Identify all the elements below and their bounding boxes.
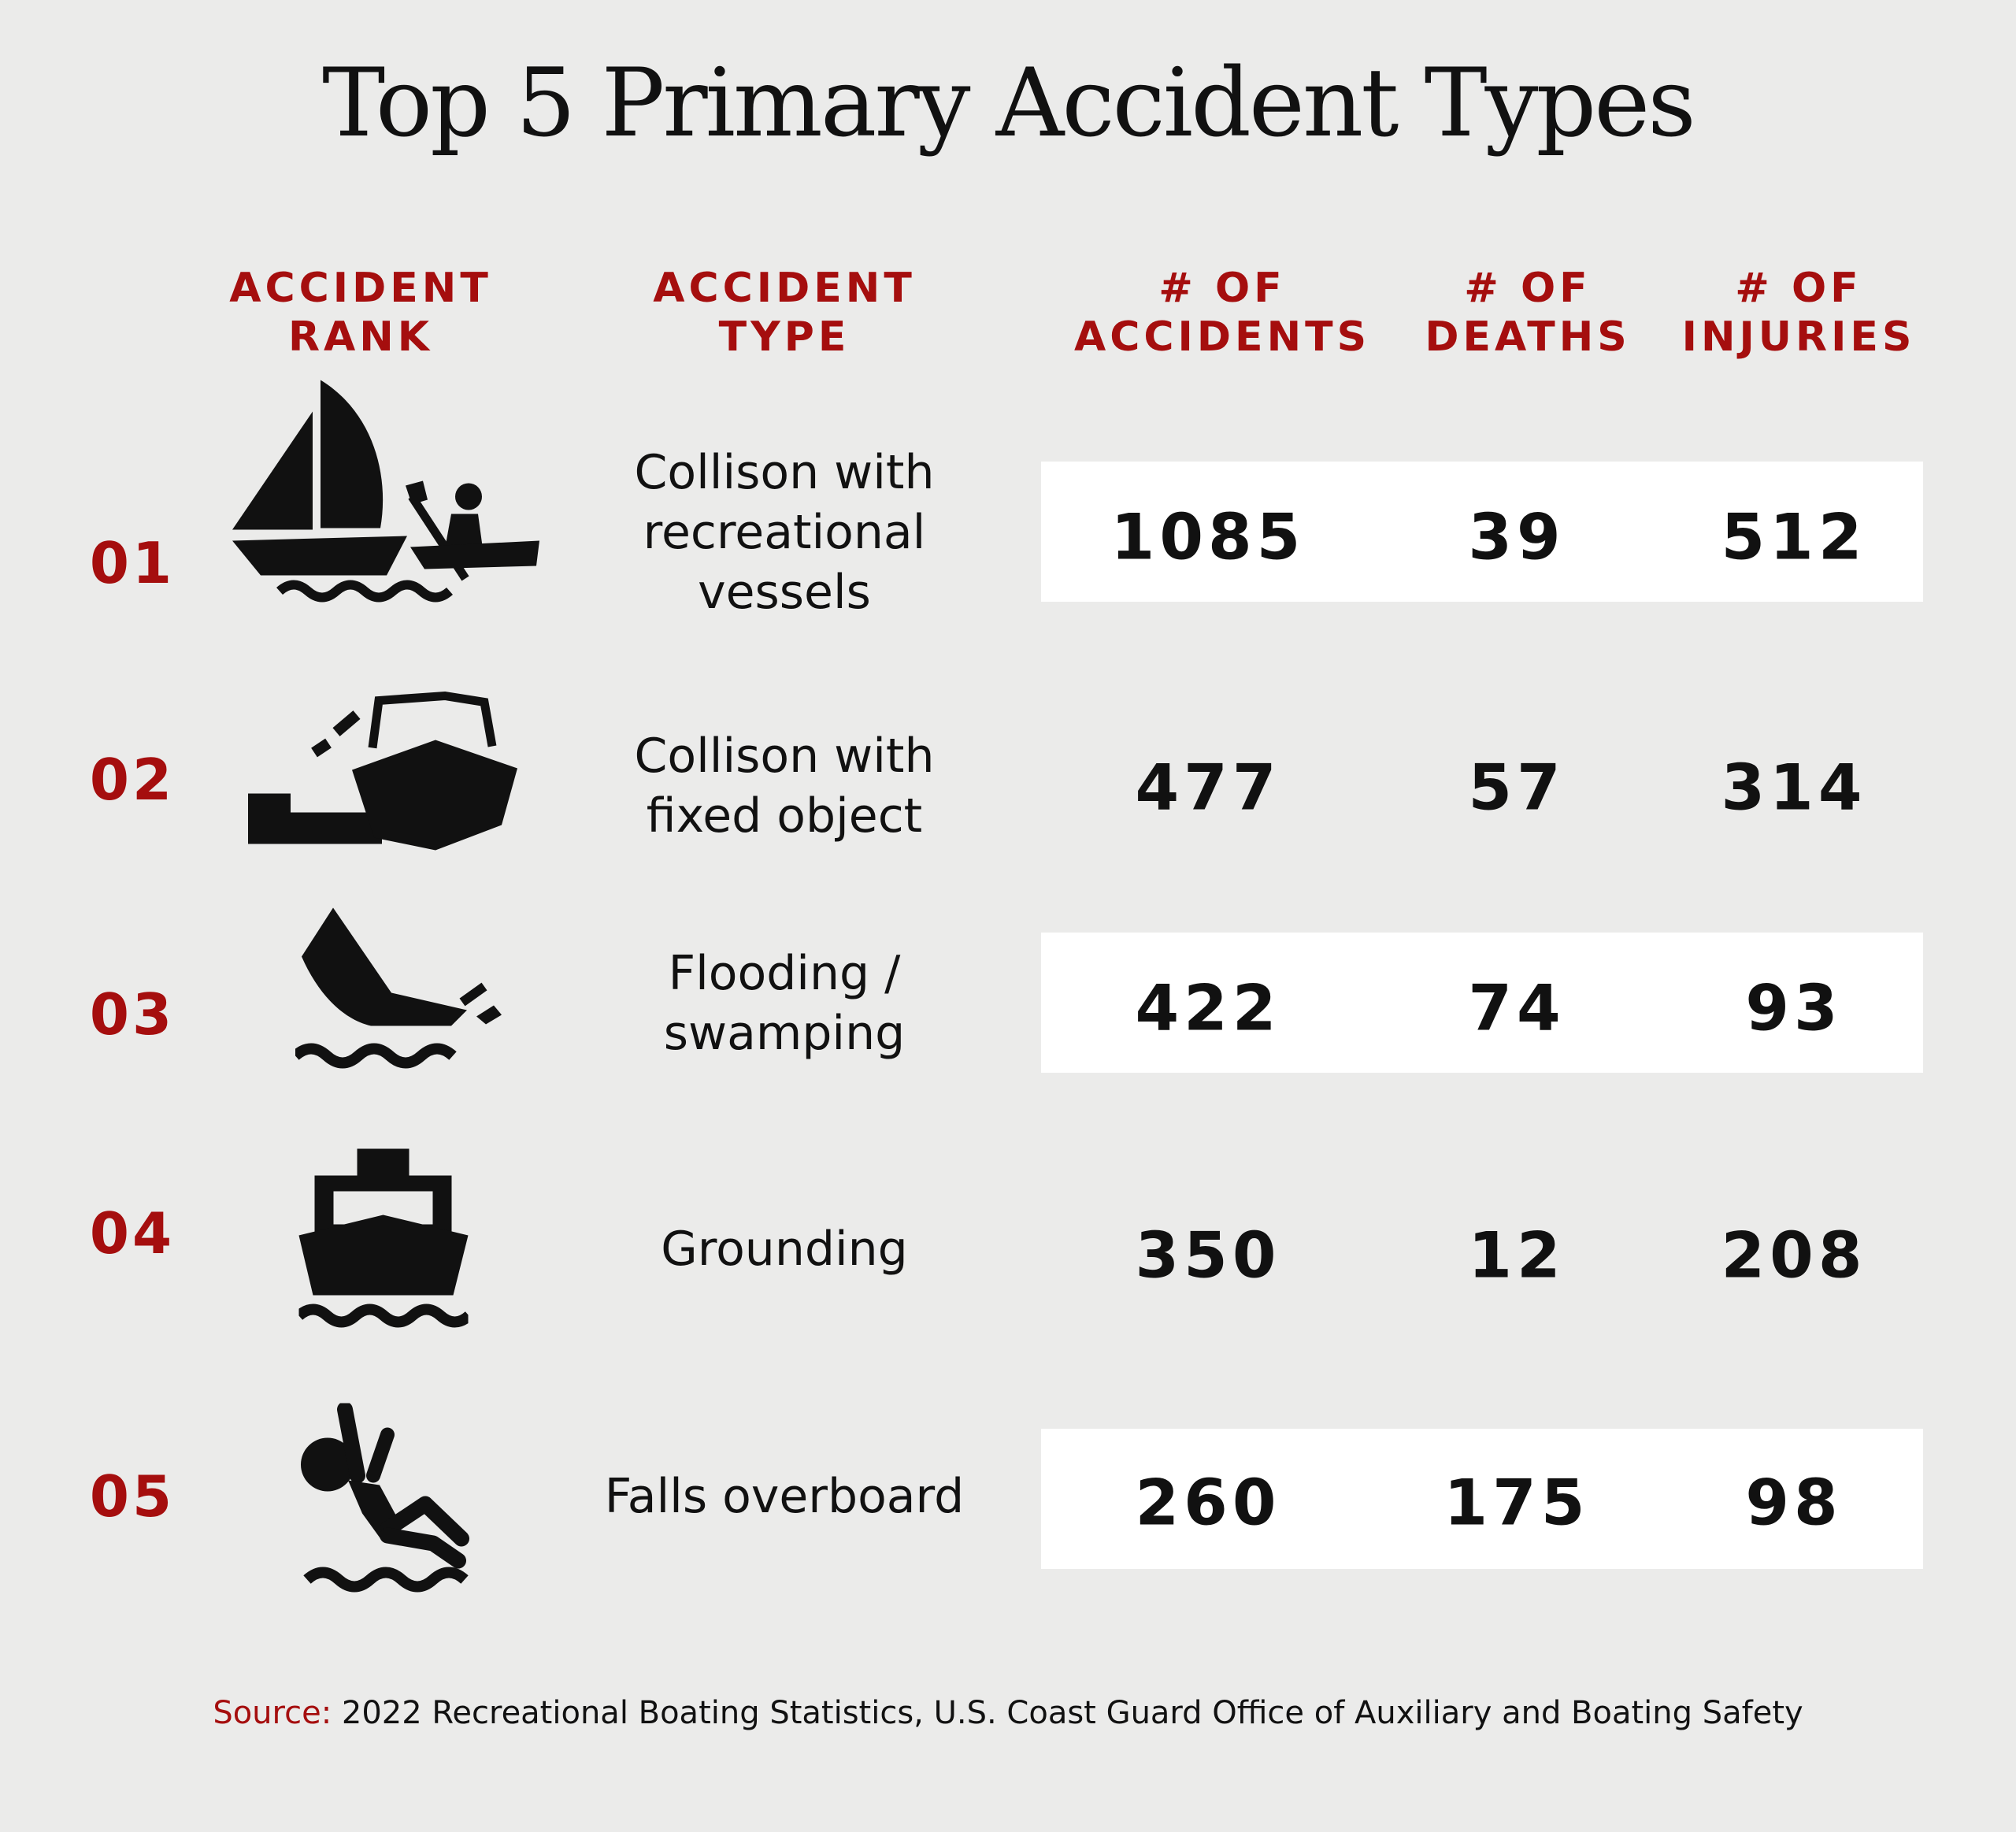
header-deaths: # OF DEATHS bbox=[1425, 264, 1630, 362]
sailboat-kayak-icon bbox=[232, 380, 539, 621]
accident-type: Collison with recreational vessels bbox=[564, 443, 1005, 622]
header-line: # OF bbox=[1464, 265, 1592, 312]
ship-icon bbox=[295, 1148, 473, 1334]
accidents-value: 260 bbox=[1135, 1466, 1281, 1540]
accident-type-line: Flooding / bbox=[668, 946, 901, 1001]
accidents-value: 350 bbox=[1135, 1218, 1281, 1292]
accident-type: Flooding / swamping bbox=[564, 944, 1005, 1063]
injuries-value: 314 bbox=[1721, 751, 1867, 825]
accidents-value: 1085 bbox=[1110, 500, 1306, 574]
accident-type-line: Falls overboard bbox=[604, 1469, 965, 1524]
deaths-value: 39 bbox=[1468, 500, 1566, 574]
source-label: Source: bbox=[213, 1695, 332, 1731]
sinking-boat-icon bbox=[291, 907, 516, 1077]
header-line: RANK bbox=[287, 313, 434, 361]
accident-type: Grounding bbox=[564, 1219, 1005, 1279]
source-note: Source: 2022 Recreational Boating Statis… bbox=[0, 1695, 2016, 1731]
injuries-value: 512 bbox=[1721, 500, 1867, 574]
deaths-value: 57 bbox=[1468, 751, 1566, 825]
header-line: # OF bbox=[1158, 265, 1286, 312]
accident-type-line: recreational bbox=[643, 505, 926, 560]
header-line: ACCIDENT bbox=[653, 265, 916, 312]
page-title: Top 5 Primary Accident Types bbox=[322, 49, 1696, 158]
injuries-value: 208 bbox=[1721, 1218, 1867, 1292]
header-line: TYPE bbox=[718, 313, 850, 361]
accident-type-line: swamping bbox=[663, 1006, 906, 1061]
source-text: 2022 Recreational Boating Statistics, U.… bbox=[332, 1695, 1803, 1731]
accident-type-line: Collison with bbox=[634, 729, 935, 784]
accidents-value: 477 bbox=[1135, 751, 1281, 825]
rank-label: 04 bbox=[89, 1200, 176, 1266]
accident-type-line: vessels bbox=[698, 565, 871, 620]
row-band bbox=[1041, 933, 1923, 1073]
row-band bbox=[1041, 462, 1923, 602]
header-line: ACCIDENT bbox=[229, 265, 492, 312]
boat-hitting-dock-icon bbox=[248, 691, 524, 869]
accidents-value: 422 bbox=[1135, 971, 1281, 1045]
person-falling-overboard-icon bbox=[299, 1401, 480, 1597]
injuries-value: 93 bbox=[1745, 971, 1843, 1045]
header-line: DEATHS bbox=[1425, 313, 1631, 361]
rank-label: 02 bbox=[89, 747, 176, 813]
accident-type: Falls overboard bbox=[564, 1467, 1005, 1526]
row-band bbox=[1041, 1429, 1923, 1569]
header-accidents: # OF ACCIDENTS bbox=[1074, 264, 1370, 362]
header-line: ACCIDENTS bbox=[1073, 313, 1371, 361]
accident-type-line: fixed object bbox=[646, 788, 923, 844]
deaths-value: 74 bbox=[1468, 971, 1566, 1045]
rank-label: 01 bbox=[89, 530, 176, 596]
rank-label: 05 bbox=[89, 1463, 176, 1530]
rank-label: 03 bbox=[89, 981, 176, 1048]
accident-type: Collison with fixed object bbox=[564, 726, 1005, 846]
accident-type-line: Collison with bbox=[634, 445, 935, 500]
accident-type-line: Grounding bbox=[661, 1222, 908, 1277]
deaths-value: 175 bbox=[1443, 1466, 1590, 1540]
header-accident-rank: ACCIDENT RANK bbox=[229, 264, 492, 362]
header-injuries: # OF INJURIES bbox=[1682, 264, 1916, 362]
header-line: # OF bbox=[1735, 265, 1862, 312]
deaths-value: 12 bbox=[1468, 1218, 1566, 1292]
header-accident-type: ACCIDENT TYPE bbox=[653, 264, 916, 362]
injuries-value: 98 bbox=[1745, 1466, 1843, 1540]
header-line: INJURIES bbox=[1681, 313, 1916, 361]
